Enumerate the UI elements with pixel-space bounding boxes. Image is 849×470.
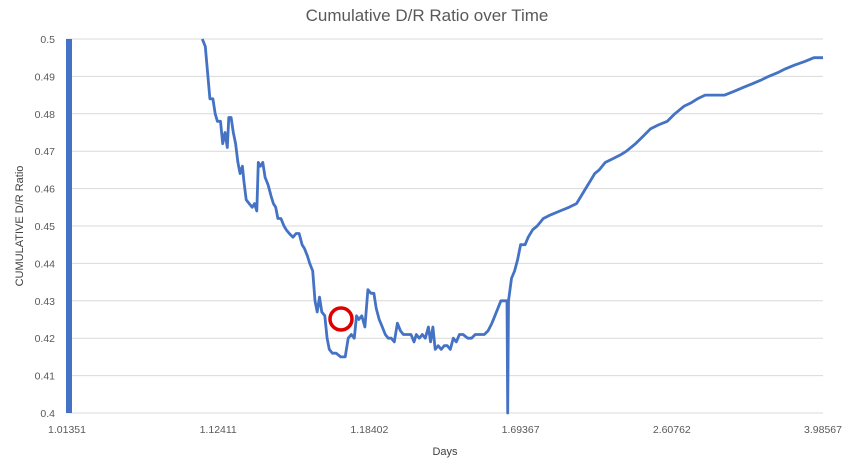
x-tick-label: 1.12411 [200, 424, 237, 436]
y-tick-label: 0.48 [35, 109, 56, 121]
y-tick-label: 0.44 [35, 258, 56, 270]
y-tick-label: 0.5 [40, 34, 55, 46]
y-tick-label: 0.42 [35, 333, 56, 345]
highlight-circle-marker [328, 306, 354, 332]
y-tick-label: 0.43 [35, 296, 56, 308]
y-tick-label: 0.47 [35, 146, 56, 158]
y-tick-label: 0.45 [35, 221, 56, 233]
y-tick-label: 0.46 [35, 184, 56, 196]
x-axis-label: Days [432, 446, 458, 458]
y-tick-label: 0.49 [35, 71, 56, 83]
chart-title: Cumulative D/R Ratio over Time [306, 6, 549, 25]
y-axis-label: CUMULATIVE D/R Ratio [14, 166, 26, 287]
gridlines [67, 38, 823, 414]
x-tick-label: 3.98567 [804, 424, 842, 436]
series-layer [66, 38, 823, 415]
x-tick-label: 1.69367 [502, 424, 540, 436]
series-line-0 [201, 38, 823, 415]
y-axis-ticks: 0.4 0.41 0.42 0.43 0.44 0.45 0.46 0.47 0.48 0.49 0… [35, 34, 56, 420]
y-tick-label: 0.4 [40, 408, 55, 420]
x-axis-ticks: 1.01351 1.12411 1.18402 1.69367 2.60762 3.985… [48, 424, 842, 436]
x-tick-label: 1.18402 [350, 424, 388, 436]
y-tick-label: 0.41 [35, 371, 56, 383]
x-tick-label: 1.01351 [48, 424, 86, 436]
x-tick-label: 2.60762 [653, 424, 691, 436]
